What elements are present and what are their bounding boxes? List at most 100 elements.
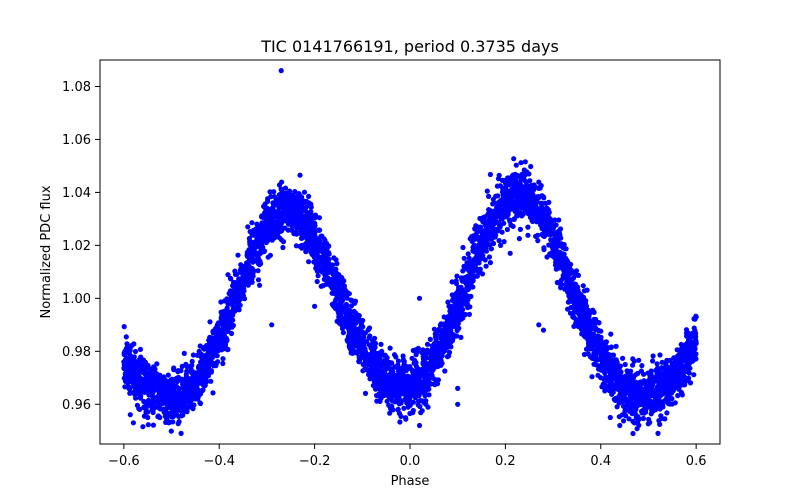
data-point (634, 426, 640, 432)
data-point (514, 210, 520, 216)
data-point (122, 372, 128, 378)
data-point (570, 297, 576, 303)
data-point (498, 197, 504, 203)
data-point (656, 372, 662, 378)
data-point (282, 185, 289, 191)
data-point (545, 224, 551, 230)
data-point (206, 350, 212, 356)
data-point (155, 393, 161, 399)
data-point (601, 359, 607, 365)
data-point (141, 398, 147, 405)
data-point (210, 352, 216, 358)
data-point (448, 344, 454, 350)
data-point (398, 413, 404, 419)
data-point (523, 179, 529, 185)
data-point (447, 313, 453, 320)
data-point (416, 370, 423, 376)
data-point (261, 220, 267, 226)
data-point (238, 279, 244, 285)
data-point (595, 357, 601, 363)
data-point (589, 374, 595, 380)
data-point (672, 400, 678, 406)
data-point (565, 299, 572, 305)
data-point (424, 379, 430, 385)
data-point (613, 343, 619, 349)
data-point (618, 373, 624, 379)
data-point (464, 293, 470, 299)
data-point (597, 365, 603, 371)
data-point (491, 231, 497, 237)
data-point (637, 397, 643, 404)
data-point (590, 355, 597, 361)
data-point (235, 252, 241, 258)
data-points (121, 156, 699, 437)
data-point (301, 189, 308, 195)
data-point (170, 403, 176, 410)
data-point (504, 226, 510, 233)
data-point (392, 364, 399, 370)
data-point (359, 329, 365, 335)
data-point (650, 406, 656, 412)
data-point (133, 365, 139, 371)
data-point (343, 322, 349, 328)
data-point (639, 363, 645, 369)
data-point (152, 366, 158, 372)
data-point (292, 189, 298, 195)
data-point (685, 378, 691, 384)
data-point (296, 191, 302, 197)
data-point (480, 245, 486, 251)
data-point (596, 340, 602, 346)
data-point (179, 363, 185, 369)
data-point (434, 363, 440, 369)
data-point (222, 327, 228, 333)
data-point (393, 354, 399, 360)
data-point (382, 378, 388, 384)
data-point (413, 388, 419, 394)
data-point (255, 277, 262, 283)
data-point (419, 408, 425, 414)
data-point (373, 378, 379, 384)
data-point (465, 251, 471, 257)
data-point (290, 192, 296, 198)
data-point (431, 352, 438, 358)
data-point (620, 355, 626, 361)
data-point (692, 346, 698, 352)
data-point (263, 239, 270, 245)
data-point (323, 269, 329, 275)
data-point (634, 420, 641, 426)
data-point (125, 384, 131, 390)
data-point (676, 365, 682, 371)
data-point (347, 315, 353, 321)
data-point (410, 410, 416, 416)
data-point (689, 330, 695, 337)
data-point (161, 374, 167, 380)
data-point (276, 204, 282, 210)
data-point (464, 260, 470, 266)
data-point (245, 282, 251, 288)
data-point (268, 219, 274, 225)
data-point (486, 254, 492, 260)
data-point (233, 280, 239, 286)
data-point (312, 248, 318, 254)
data-point (458, 291, 465, 297)
data-point (387, 410, 393, 416)
data-point (693, 356, 699, 362)
data-point (444, 354, 451, 360)
data-point (244, 253, 250, 259)
data-point (614, 376, 620, 383)
data-point (506, 201, 512, 207)
data-point (680, 369, 687, 375)
data-point (218, 299, 224, 305)
data-point (587, 319, 594, 325)
data-point (263, 207, 269, 213)
data-point (150, 372, 156, 378)
data-point (626, 416, 632, 422)
data-point (657, 366, 664, 372)
data-point (176, 385, 182, 392)
data-point (466, 255, 472, 261)
data-point (678, 389, 684, 395)
data-point (334, 261, 340, 267)
data-point (657, 403, 663, 409)
data-point (432, 377, 438, 383)
data-point (227, 288, 234, 294)
